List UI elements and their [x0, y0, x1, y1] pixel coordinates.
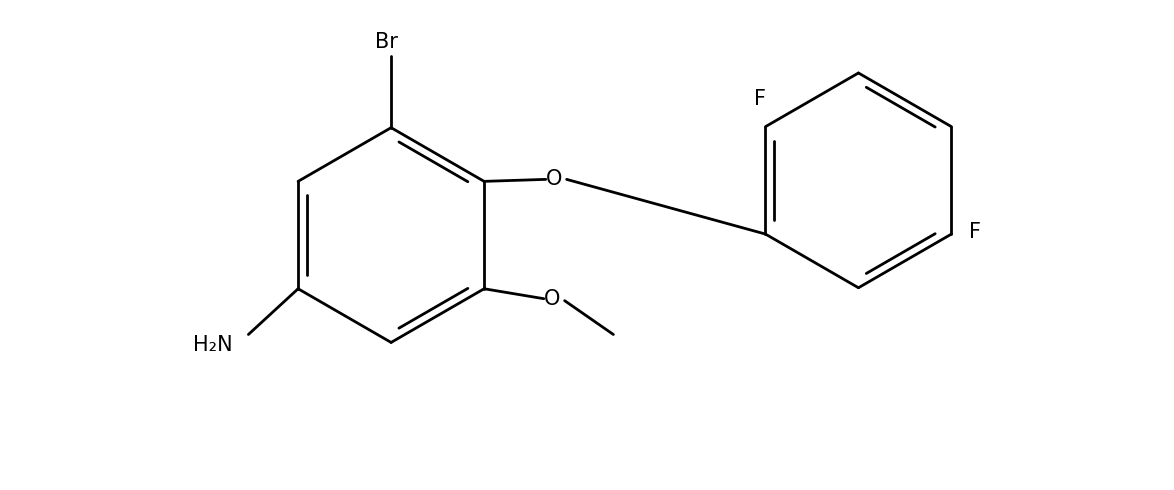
Text: F: F	[970, 222, 981, 242]
Text: O: O	[544, 289, 560, 309]
Text: H₂N: H₂N	[193, 336, 232, 355]
Text: O: O	[546, 170, 562, 189]
Text: F: F	[755, 89, 767, 109]
Text: Br: Br	[375, 32, 398, 52]
